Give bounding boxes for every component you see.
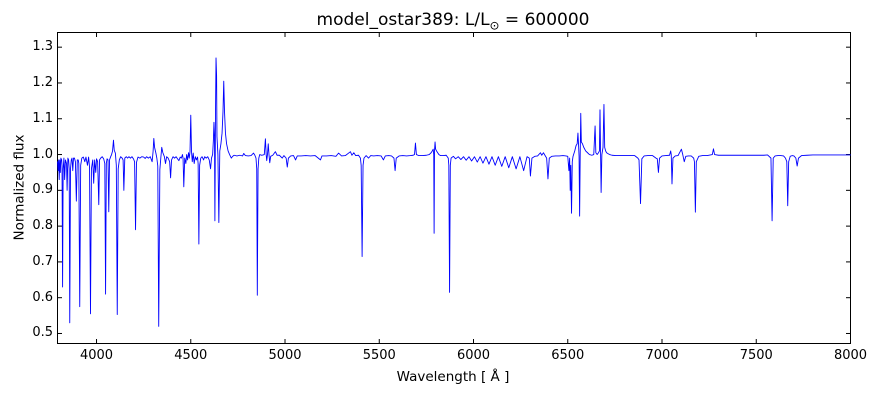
- y-tick-label: 0.6: [32, 289, 53, 305]
- x-tick-label: 4000: [79, 347, 114, 363]
- y-tick-label: 1.2: [32, 74, 53, 90]
- spectrum-line: [57, 57, 851, 327]
- y-tick-label: 0.7: [32, 253, 53, 269]
- x-tick-label: 6000: [456, 347, 491, 363]
- axis-ticks: [57, 32, 851, 344]
- x-tick-label: 8000: [833, 347, 868, 363]
- x-tick-label: 7000: [645, 347, 679, 363]
- sun-symbol: ⊙: [489, 18, 500, 33]
- x-tick-label: 7500: [739, 347, 773, 363]
- x-tick-label: 6500: [551, 347, 585, 363]
- y-tick-label: 1.0: [32, 146, 53, 162]
- plot-title: model_ostar389: L/L⊙ = 600000: [253, 10, 653, 32]
- x-tick-label: 4500: [174, 347, 208, 363]
- y-tick-label: 0.5: [32, 325, 53, 341]
- x-tick-label: 5000: [268, 347, 302, 363]
- y-tick-label: 0.9: [32, 182, 53, 198]
- plot-title-text: model_ostar389: L/L: [316, 10, 490, 30]
- y-tick-label: 1.3: [32, 39, 53, 55]
- x-axis-label: Wavelength [ Å ]: [396, 369, 510, 385]
- plot-frame: [57, 32, 851, 344]
- y-tick-label: 1.1: [32, 110, 53, 126]
- x-tick-label: 5500: [362, 347, 396, 363]
- y-tick-label: 0.8: [32, 218, 53, 234]
- plot-title-value: = 600000: [499, 10, 590, 30]
